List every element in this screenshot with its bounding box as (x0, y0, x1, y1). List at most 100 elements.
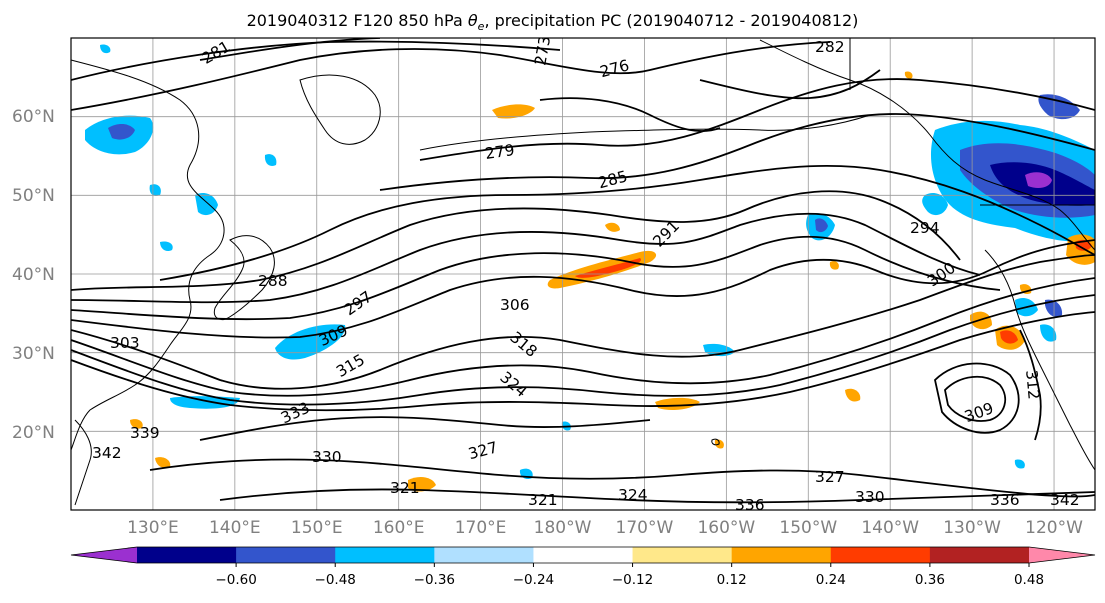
colorbar-segment (731, 547, 832, 563)
contour-line (159, 164, 1095, 281)
precip-patch-negative (815, 218, 828, 233)
longitude-label: 140°E (209, 518, 261, 538)
contour-label: 336 (735, 496, 765, 514)
coastline-namerica (984, 249, 1095, 471)
precip-patch-negative (100, 44, 111, 54)
title-wrap: 2019040312 F120 850 hPa θe, precipitatio… (0, 0, 1105, 33)
map-panel: 281 273 276 282 279 285 288 291 294 297 … (71, 34, 1095, 514)
contour-line (71, 190, 961, 291)
latitude-label: 60°N (12, 107, 55, 127)
contour-label: 327 (815, 468, 845, 486)
colorbar-segment (137, 547, 237, 563)
contour-line (71, 239, 1095, 339)
colorbar-segment (632, 547, 733, 563)
longitude-label: 140°W (861, 518, 919, 538)
precip-patch-negative (1025, 172, 1052, 188)
precip-patch-positive (492, 104, 535, 119)
precip-patch-negative (160, 241, 173, 252)
precip-patch-negative (108, 124, 135, 140)
title-symbol: θ (467, 11, 478, 30)
contour-label: 321 (390, 479, 420, 497)
contour-line (71, 254, 1095, 390)
map-title: 2019040312 F120 850 hPa θe, precipitatio… (0, 11, 1105, 33)
longitude-label: 170°W (616, 518, 674, 538)
title-prefix: 2019040312 F120 850 hPa (246, 11, 468, 30)
precip-patch-positive (1000, 330, 1018, 344)
precip-patch-negative (1040, 324, 1057, 342)
latitude-label: 40°N (12, 265, 55, 285)
precip-patch-positive (408, 477, 436, 492)
contour-line (199, 38, 381, 61)
title-suffix: , precipitation PC (2019040712 - 2019040… (484, 11, 859, 30)
colorbar-tick-label: 0.48 (1014, 572, 1044, 588)
contour-line (71, 41, 831, 111)
precip-patch-positive (605, 222, 620, 232)
coastline-alaska (759, 39, 1095, 251)
coastline-philippines (74, 419, 92, 506)
contour-line (149, 458, 1095, 498)
precip-patch-positive (155, 457, 171, 468)
precip-patch-positive (575, 258, 641, 278)
colorbar-segment (533, 547, 634, 563)
colorbar-tick-label: −0.36 (414, 572, 455, 588)
colorbar-outline (70, 546, 1096, 564)
contour-line (419, 78, 1095, 161)
precip-patch-positive (655, 397, 700, 410)
contour-line (944, 375, 1007, 422)
longitude-label: 160°W (697, 518, 755, 538)
contour-label: 303 (110, 334, 140, 352)
longitude-label: 150°E (291, 518, 343, 538)
coastline-kamchatka (299, 74, 381, 145)
colorbar-tick-label: −0.24 (513, 572, 554, 588)
contour-label: 324 (618, 486, 648, 504)
colorbar-tick-label: 0.36 (915, 572, 945, 588)
contour-label: 330 (855, 488, 885, 506)
contour-line (219, 488, 1095, 504)
colorbar-extend-high (1029, 547, 1095, 563)
precip-patch-positive (130, 419, 143, 429)
colorbar-tick-label: 0.24 (816, 572, 846, 588)
contour-label: 294 (910, 219, 940, 237)
precip-patch-positive (845, 388, 861, 402)
longitude-label: 130°E (127, 518, 179, 538)
coastline-hawaii (711, 438, 720, 446)
colorbar: −0.60 −0.48 −0.36 −0.24 −0.12 0.12 0.24 0.36 0.4… (70, 546, 1096, 588)
precip-patch-negative (149, 184, 161, 196)
precip-patch-negative (195, 193, 218, 216)
precip-patch-negative (264, 154, 277, 166)
colorbar-segment (929, 547, 1030, 563)
colorbar-segment (434, 547, 534, 563)
longitude-label: 160°E (373, 518, 425, 538)
colorbar-segment (830, 547, 931, 563)
contour-label: 288 (258, 272, 288, 290)
contour-line (71, 294, 1095, 406)
coastline-japan (213, 235, 275, 321)
contour-line (199, 416, 651, 441)
contour-line (1019, 329, 1042, 441)
latitude-label: 20°N (12, 423, 55, 443)
colorbar-segment (335, 547, 435, 563)
contour-line (71, 212, 981, 304)
contour-label: 321 (528, 491, 558, 509)
longitude-label: 180°W (534, 518, 592, 538)
title-subscript: e (477, 20, 485, 34)
coastline-asia (71, 59, 225, 451)
colorbar-tick-label: −0.12 (612, 572, 653, 588)
latitude-label: 50°N (12, 186, 55, 206)
contour-line (71, 235, 1001, 321)
precip-patch-negative (1014, 459, 1025, 469)
contour-label: 339 (130, 424, 160, 442)
precip-patch-positive (829, 261, 839, 270)
colorbar-tick-label: 0.12 (717, 572, 747, 588)
longitude-label: 130°W (943, 518, 1001, 538)
longitude-label: 150°W (779, 518, 837, 538)
contour-label: 342 (92, 444, 122, 462)
colorbar-extend-low (71, 547, 137, 563)
longitude-label: 170°E (455, 518, 507, 538)
contour-label: 273 (531, 34, 554, 66)
contour-label: 282 (815, 38, 845, 56)
coastline-aleutians (419, 114, 871, 151)
latitude-labels: 60°N 50°N 40°N 30°N 20°N (12, 107, 55, 443)
map-frame (70, 37, 1096, 511)
